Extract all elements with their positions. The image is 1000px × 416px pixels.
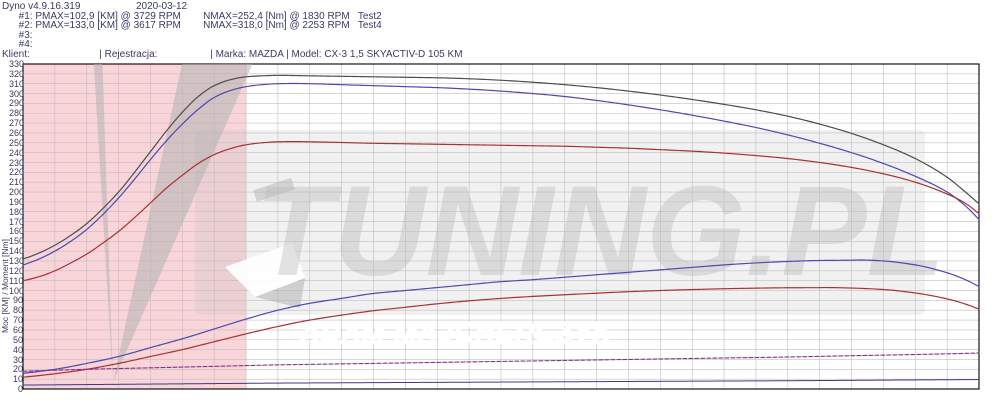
svg-text:TUNING.PL: TUNING.PL — [255, 160, 945, 303]
svg-text:ADAM MAJCHERCZYK: ADAM MAJCHERCZYK — [299, 317, 614, 350]
